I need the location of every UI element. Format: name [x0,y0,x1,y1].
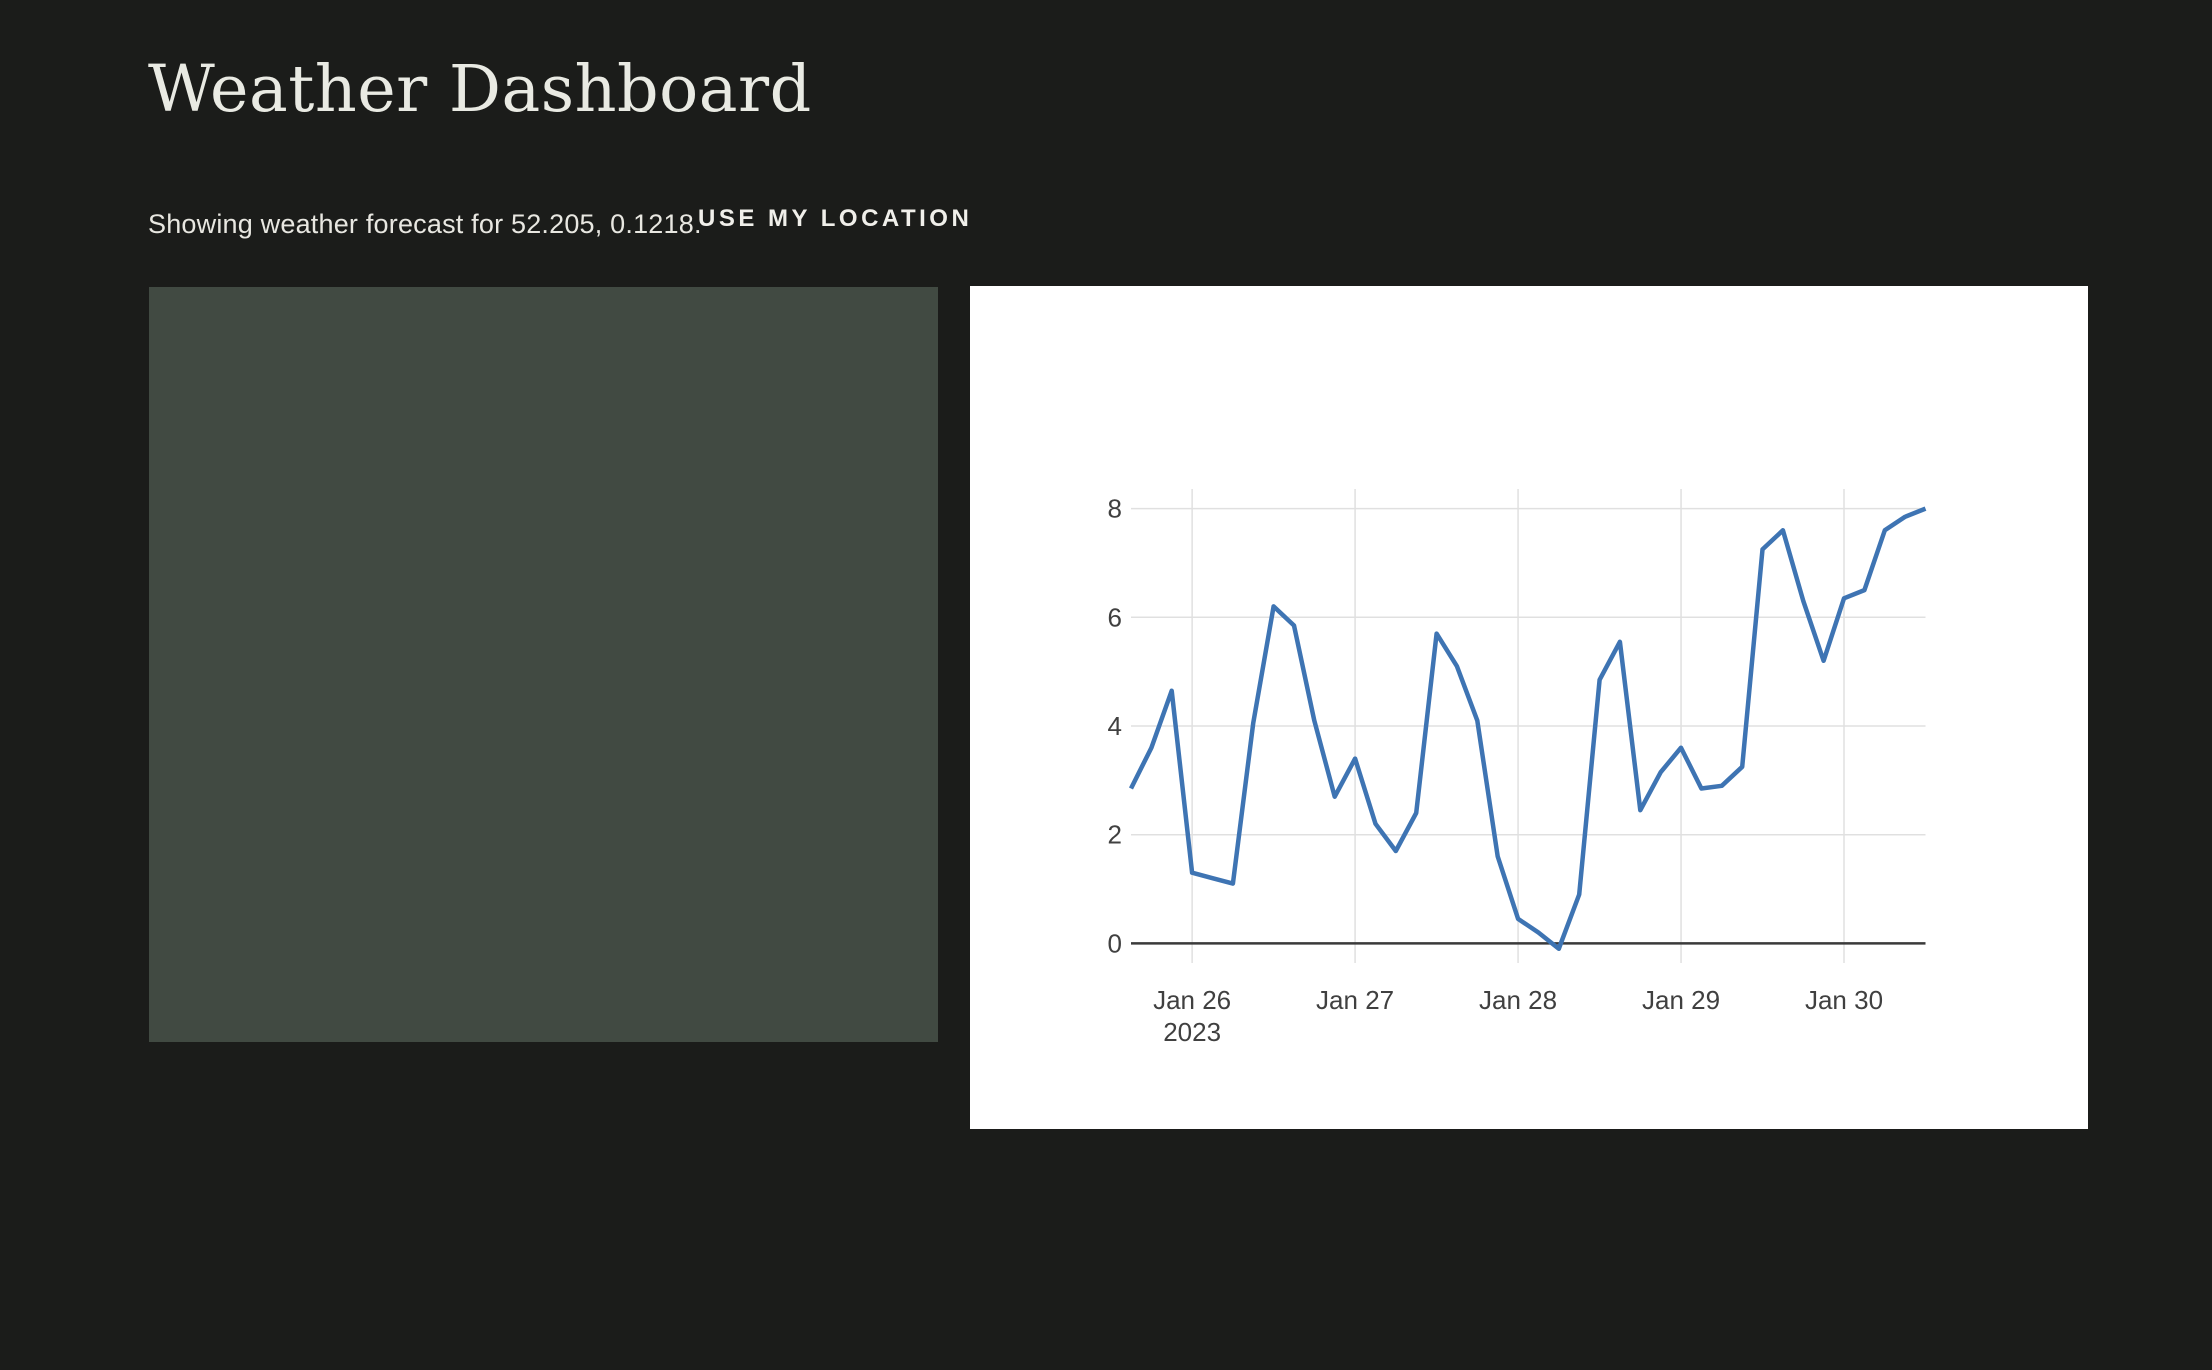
y-axis-tick-label: 2 [1108,820,1122,850]
x-axis-year-label: 2023 [1163,1017,1221,1047]
y-axis-tick-label: 6 [1108,602,1122,632]
y-axis-tick-label: 0 [1108,928,1122,958]
page-title: Weather Dashboard [148,52,812,127]
x-axis-tick-label: Jan 29 [1642,985,1720,1015]
x-axis-tick-label: Jan 26 [1153,985,1231,1015]
x-axis-tick-label: Jan 28 [1479,985,1557,1015]
y-axis-tick-label: 4 [1108,711,1122,741]
y-axis-tick-label: 8 [1108,494,1122,524]
forecast-chart-panel: 0 2 4 6 8 Jan 26 2023 Jan 27 Jan 28 Jan 29 Jan 30 [970,286,2088,1129]
forecast-status-row: Showing weather forecast for 52.205, 0.1… [148,209,702,245]
use-my-location-button[interactable]: USE MY LOCATION [698,205,973,232]
forecast-status-text: Showing weather forecast for 52.205, 0.1… [148,209,702,239]
map-placeholder[interactable] [149,287,938,1042]
x-axis-tick-label: Jan 30 [1805,985,1883,1015]
forecast-line-series [1128,506,1927,952]
x-axis-tick-label: Jan 27 [1316,985,1394,1015]
